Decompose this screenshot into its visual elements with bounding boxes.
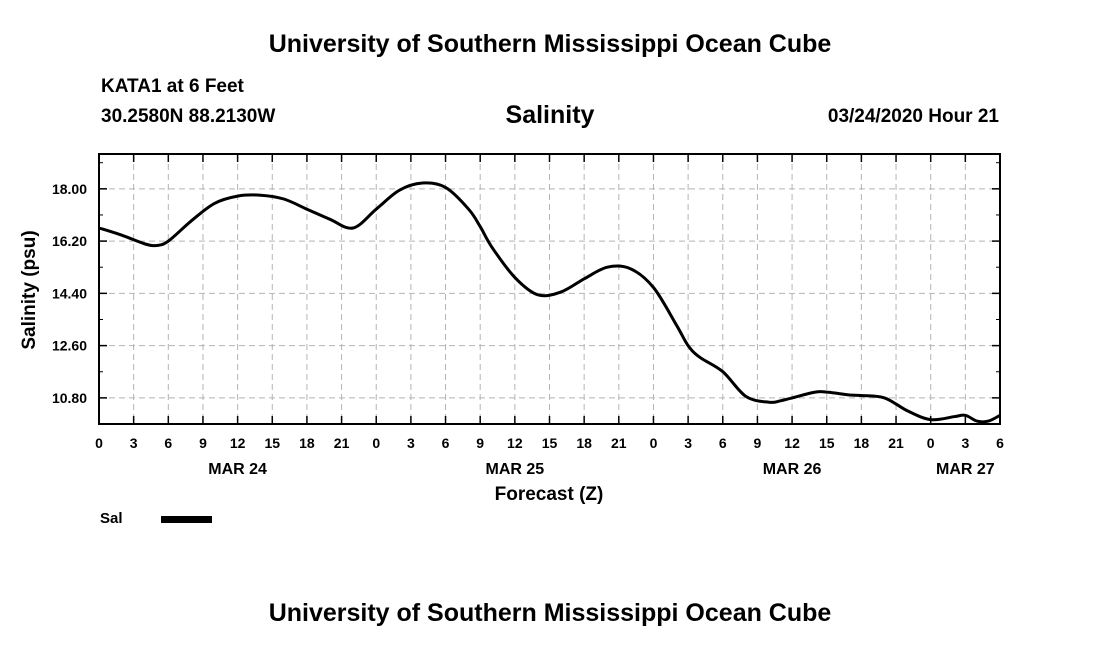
station-coordinates: 30.2580N 88.2130W xyxy=(101,106,276,127)
forecast-timestamp: 03/24/2020 Hour 21 xyxy=(827,106,999,127)
x-tick-label: 6 xyxy=(164,435,172,451)
x-date-label: MAR 26 xyxy=(763,461,822,478)
x-tick-label: 3 xyxy=(684,435,692,451)
x-tick-label: 21 xyxy=(334,435,350,451)
x-axis-label: Forecast (Z) xyxy=(495,484,604,505)
legend-swatch xyxy=(161,516,212,523)
plot-frame xyxy=(98,153,1001,425)
y-axis-label: Salinity (psu) xyxy=(19,230,40,349)
x-tick-label: 0 xyxy=(95,435,103,451)
x-tick-label: 9 xyxy=(199,435,207,451)
x-tick-label: 12 xyxy=(784,435,800,451)
x-tick-label: 15 xyxy=(819,435,835,451)
x-tick-label: 12 xyxy=(507,435,523,451)
x-tick-label: 18 xyxy=(576,435,592,451)
x-tick-label: 0 xyxy=(927,435,935,451)
station-label: KATA1 at 6 Feet xyxy=(101,76,244,97)
legend-label: Sal xyxy=(100,510,123,527)
x-tick-label: 21 xyxy=(888,435,904,451)
x-tick-label: 12 xyxy=(230,435,246,451)
y-tick-label: 10.80 xyxy=(52,390,87,406)
x-tick-label: 9 xyxy=(476,435,484,451)
x-tick-label: 18 xyxy=(854,435,870,451)
main-title: University of Southern Mississippi Ocean… xyxy=(268,30,832,58)
x-tick-label: 3 xyxy=(407,435,415,451)
y-tick-label: 12.60 xyxy=(52,338,87,354)
x-date-label: MAR 25 xyxy=(486,461,545,478)
x-tick-label: 0 xyxy=(650,435,658,451)
grid xyxy=(99,154,1000,424)
x-tick-label: 0 xyxy=(372,435,380,451)
x-date-label: MAR 24 xyxy=(208,461,267,478)
x-tick-label: 3 xyxy=(961,435,969,451)
x-tick-label: 6 xyxy=(719,435,727,451)
x-tick-label: 21 xyxy=(611,435,627,451)
chart-title: Salinity xyxy=(505,101,595,129)
x-tick-label: 18 xyxy=(299,435,315,451)
x-tick-label: 15 xyxy=(542,435,558,451)
y-tick-label: 16.20 xyxy=(52,233,87,249)
footer-title: University of Southern Mississippi Ocean… xyxy=(268,599,832,627)
series-line-sal xyxy=(98,181,1001,424)
x-tick-label: 3 xyxy=(130,435,138,451)
x-tick-label: 6 xyxy=(442,435,450,451)
y-tick-label: 14.40 xyxy=(52,285,87,301)
x-tick-label: 9 xyxy=(754,435,762,451)
axis-labels: 0 3 6 9 12 15 18 21 0 3 6 9 12 15 18 21 0 3 6 9 12 15 18 21 0 3 6M… xyxy=(52,181,1004,478)
x-date-label: MAR 27 xyxy=(936,461,995,478)
x-tick-label: 6 xyxy=(996,435,1004,451)
x-tick-label: 15 xyxy=(264,435,280,451)
y-tick-label: 18.00 xyxy=(52,181,87,197)
series-layer xyxy=(98,181,1001,424)
